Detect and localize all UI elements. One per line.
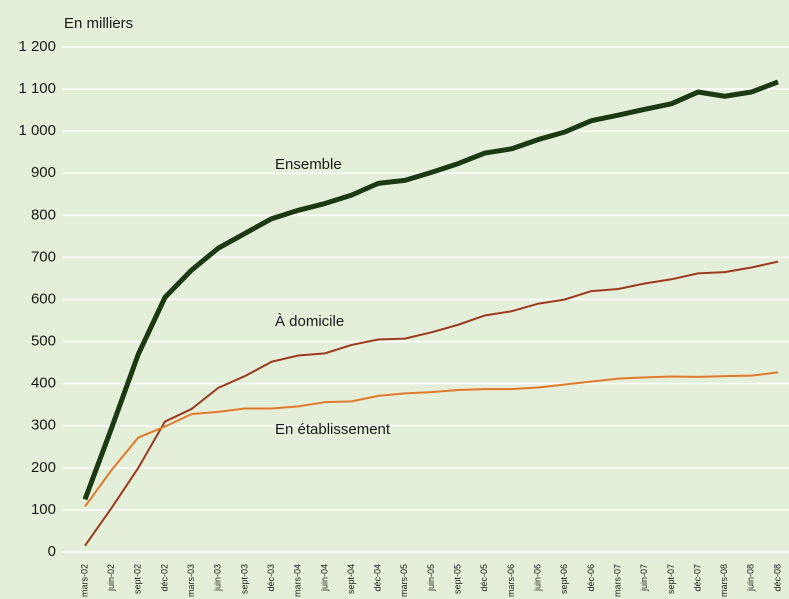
x-tick-label: déc-05 (479, 564, 489, 592)
x-tick-label: mars-06 (506, 564, 516, 597)
y-tick-label: 400 (31, 375, 56, 392)
x-tick-label: mars-08 (719, 564, 729, 597)
series-label: Ensemble (275, 156, 342, 173)
y-tick-label: 700 (31, 248, 56, 265)
x-tick-label: mars-05 (399, 564, 409, 597)
x-tick-label: déc-08 (772, 564, 782, 592)
y-tick-label: 200 (31, 459, 56, 476)
x-tick-label: sept-05 (453, 564, 463, 594)
y-tick-label: 0 (48, 543, 56, 560)
y-tick-label: 900 (31, 164, 56, 181)
x-tick-label: juin-03 (213, 564, 223, 592)
x-tick-label: juin-07 (639, 564, 649, 592)
x-tick-label: sept-02 (133, 564, 143, 594)
x-tick-label: juin-08 (746, 564, 756, 592)
y-tick-label: 300 (31, 417, 56, 434)
series-line (82, 79, 779, 501)
y-tick-label: 1 000 (18, 122, 56, 139)
x-tick-label: déc-06 (586, 564, 596, 592)
series-label: À domicile (275, 313, 344, 330)
x-tick-label: juin-06 (532, 564, 542, 592)
series-line (84, 371, 779, 508)
series-line (84, 260, 779, 547)
x-tick-label: juin-02 (106, 564, 116, 592)
x-tick-label: déc-02 (159, 564, 169, 592)
x-tick-label: juin-05 (426, 564, 436, 592)
x-tick-label: sept-03 (239, 564, 249, 594)
x-tick-label: sept-06 (559, 564, 569, 594)
x-tick-label: mars-02 (79, 564, 89, 597)
series-label: En établissement (275, 421, 391, 438)
y-axis-label: En milliers (64, 15, 133, 32)
x-tick-label: juin-04 (319, 564, 329, 592)
x-tick-label: mars-03 (186, 564, 196, 597)
x-tick-label: mars-07 (612, 564, 622, 597)
y-tick-label: 500 (31, 333, 56, 350)
y-tick-label: 1 100 (18, 80, 56, 97)
x-tick-label: déc-07 (692, 564, 702, 592)
x-tick-label: mars-04 (293, 564, 303, 597)
x-tick-label: sept-07 (666, 564, 676, 594)
y-tick-label: 800 (31, 206, 56, 223)
y-tick-label: 600 (31, 290, 56, 307)
x-tick-label: sept-04 (346, 564, 356, 594)
x-tick-label: déc-04 (373, 564, 383, 592)
y-tick-label: 100 (31, 501, 56, 518)
y-tick-label: 1 200 (18, 38, 56, 55)
x-tick-label: déc-03 (266, 564, 276, 592)
